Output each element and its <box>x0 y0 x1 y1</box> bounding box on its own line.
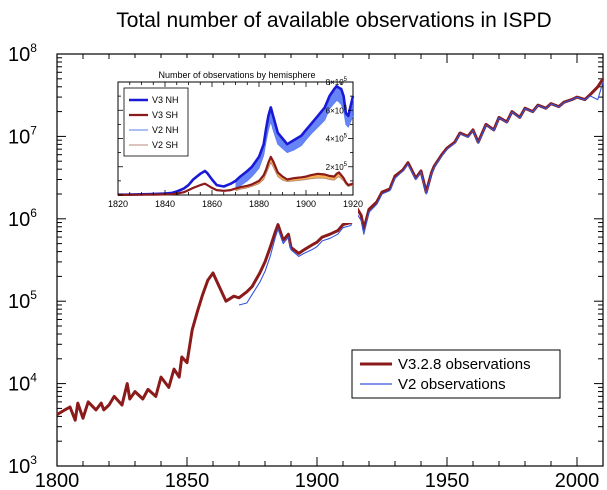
y-tick-exponent: 5 <box>30 288 37 302</box>
nh-difference-fill <box>235 86 353 190</box>
y-tick-label: 106 <box>8 206 37 231</box>
y-tick-label: 107 <box>8 123 37 148</box>
x-tick-label: 1800 <box>35 470 80 490</box>
inset-chart: Number of observations by hemisphere 182… <box>108 58 363 223</box>
chart-title: Total number of available observations i… <box>116 9 551 32</box>
y-tick-label: 103 <box>8 453 37 478</box>
y-tick-exponent: 8 <box>30 41 37 55</box>
inset-y-tick-exponent: 5 <box>344 162 348 168</box>
y-tick-base: 10 <box>8 44 30 66</box>
x-tick-label: 1950 <box>425 470 470 490</box>
inset-series-line <box>117 155 354 196</box>
y-tick-base: 10 <box>8 209 30 231</box>
inset-y-tick-base: 4×10 <box>326 135 345 144</box>
main-legend-box <box>351 349 561 399</box>
inset-x-tick-label: 1820 <box>108 199 128 209</box>
y-tick-label: 105 <box>8 288 37 313</box>
sh-difference-fill <box>235 156 353 191</box>
inset-x-tick-label: 1880 <box>249 199 269 209</box>
inset-series-lines <box>117 84 355 196</box>
main-series-lines <box>56 77 605 422</box>
inset-y-tick-label: 8×105 <box>326 77 348 87</box>
main-legend: V3.2.8 observations V2 observations <box>351 349 561 399</box>
inset-y-tick-base: 6×10 <box>326 106 345 115</box>
inset-legend-label: V2 SH <box>152 140 178 150</box>
legend-label-v3: V3.2.8 observations <box>398 356 531 373</box>
y-tick-exponent: 6 <box>30 206 37 220</box>
inset-series-line <box>117 84 355 196</box>
inset-series-line <box>235 162 354 192</box>
x-tick-label: 1850 <box>165 470 210 490</box>
inset-y-tick-label: 6×105 <box>326 105 348 115</box>
inset-series-line <box>235 99 354 190</box>
inset-x-tick-label: 1840 <box>155 199 175 209</box>
y-tick-base: 10 <box>8 456 30 478</box>
inset-y-tick-exponent: 5 <box>344 77 348 83</box>
y-tick-exponent: 3 <box>30 453 37 467</box>
main-x-tick-labels: 1800 1850 1900 1950 2000 <box>35 470 600 490</box>
main-plot-frame <box>56 53 604 467</box>
inset-legend-label: V3 SH <box>152 110 178 120</box>
inset-legend-label: V2 NH <box>152 125 179 135</box>
inset-x-tick-label: 1920 <box>343 199 363 209</box>
y-tick-exponent: 4 <box>30 371 37 385</box>
y-tick-base: 10 <box>8 126 30 148</box>
inset-y-tick-exponent: 5 <box>344 105 348 111</box>
y-tick-exponent: 7 <box>30 123 37 137</box>
inset-legend-label: V3 NH <box>152 95 179 105</box>
inset-y-tick-exponent: 5 <box>344 134 348 140</box>
inset-legend: V3 NH V3 SH V2 NH V2 SH <box>123 87 189 157</box>
inset-y-tick-label: 2×105 <box>326 162 348 172</box>
series-line-v2 <box>238 81 604 306</box>
y-tick-label: 104 <box>8 371 37 396</box>
y-tick-base: 10 <box>8 291 30 313</box>
y-tick-label: 108 <box>8 41 37 66</box>
inset-x-tick-label: 1860 <box>202 199 222 209</box>
y-tick-base: 10 <box>8 374 30 396</box>
inset-difference-fills <box>235 86 353 191</box>
legend-label-v2: V2 observations <box>398 376 506 393</box>
inset-y-tick-base: 8×10 <box>326 78 345 87</box>
inset-axis-ticks <box>117 81 354 196</box>
inset-x-tick-label: 1900 <box>296 199 316 209</box>
x-tick-label: 2000 <box>555 470 600 490</box>
inset-title: Number of observations by hemisphere <box>158 70 315 80</box>
inset-y-tick-label: 4×105 <box>326 134 348 144</box>
inset-x-tick-labels: 1820 1840 1860 1880 1900 1920 <box>108 199 363 209</box>
x-tick-label: 1900 <box>295 470 340 490</box>
inset-y-tick-base: 2×10 <box>326 163 345 172</box>
